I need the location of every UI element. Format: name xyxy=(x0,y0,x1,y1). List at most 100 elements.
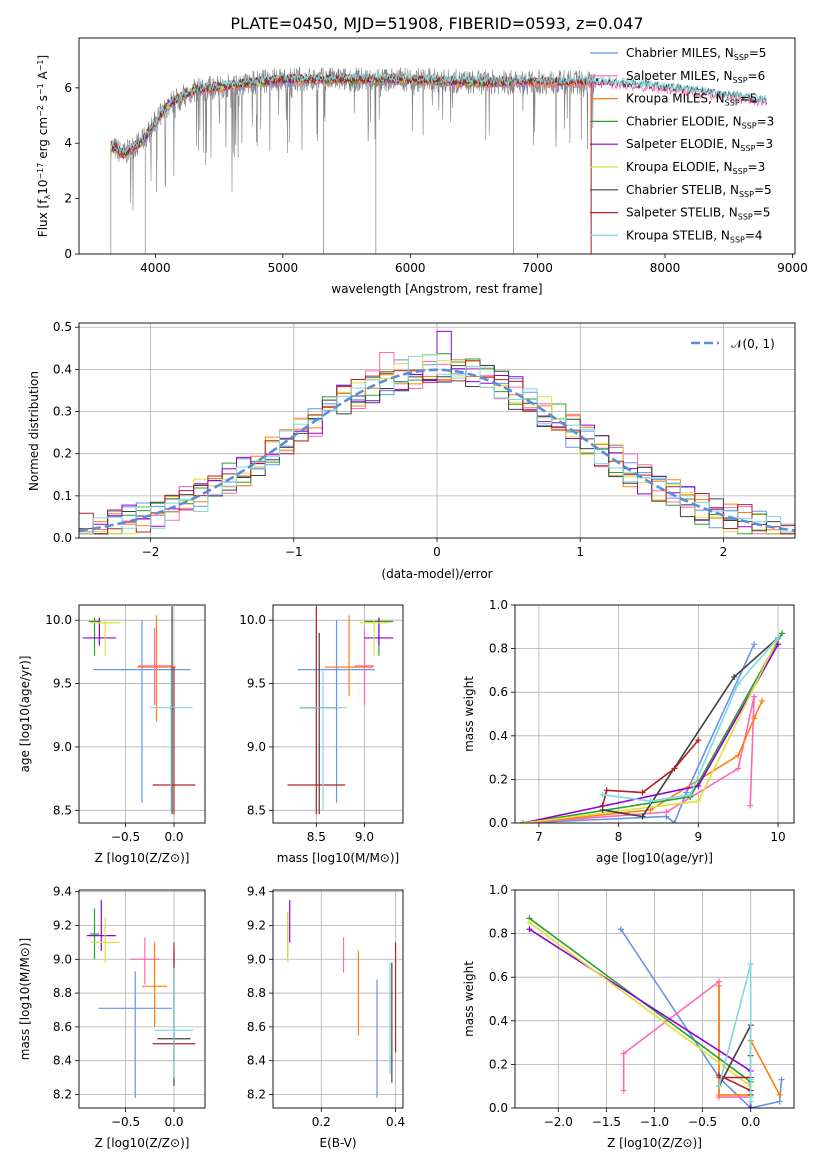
y-tick-label: 0.4 xyxy=(53,362,72,376)
series-marker-kroupa_stelib xyxy=(747,961,754,968)
y-tick-label: 0.2 xyxy=(53,447,72,461)
series-marker-kroupa_elodie xyxy=(526,919,533,926)
y-axis-label: mass [log10(M/M⊙)] xyxy=(18,938,32,1060)
panel-mass_weight_vs_Z: −2.0 −1.5 −1.0 −0.5 0.0 0.0 0.2 0.4 0.6 0.8 1.0 Z [… xyxy=(462,883,795,1150)
y-tick-label: 8.6 xyxy=(247,1020,266,1034)
axes-frame xyxy=(272,889,404,1109)
series-marker-kroupa_stelib xyxy=(715,1083,722,1090)
y-tick-label: 8.8 xyxy=(247,986,266,1000)
plot-area xyxy=(79,890,205,1108)
panel-age_vs_mass: 8.5 9.0 8.5 9.0 9.5 10.0 mass [log10(M/M⊙)] xyxy=(239,604,404,865)
y-tick-label: 8.5 xyxy=(53,803,72,817)
y-tick-label: 0.0 xyxy=(53,531,72,545)
x-tick-label: 0.0 xyxy=(164,830,183,844)
series-marker-salpeter_stelib xyxy=(599,802,606,809)
legend-entry: Kroupa ELODIE, NSSP=3 xyxy=(626,160,765,176)
series-marker-salpeter_miles xyxy=(663,809,670,816)
y-axis-label: age [log10(age/yr)] xyxy=(18,656,32,773)
x-axis-label: mass [log10(M/M⊙)] xyxy=(277,851,399,865)
plot-area xyxy=(515,605,794,823)
x-tick-label: −1 xyxy=(285,545,303,559)
panel-spectrum: 4000 5000 6000 7000 8000 9000 0 2 4 6 Chabrier MIL… xyxy=(36,37,808,296)
plot-area xyxy=(273,605,403,823)
y-tick-label: 9.4 xyxy=(247,885,266,899)
x-tick-label: 0 xyxy=(433,545,441,559)
y-tick-label: 9.4 xyxy=(53,885,72,899)
series-marker-salpeter_elodie xyxy=(747,1105,754,1108)
x-tick-label: 7 xyxy=(535,830,543,844)
series-marker-kroupa_stelib xyxy=(747,1076,754,1083)
axes-frame xyxy=(514,889,795,1109)
series-line-kroupa_elodie xyxy=(528,922,752,1098)
legend-entry: Chabrier MILES, NSSP=5 xyxy=(626,46,766,62)
plot-area xyxy=(273,890,403,1108)
gaussian-curve xyxy=(79,368,795,532)
panel-mass_vs_Z: −0.5 0.0 8.2 8.4 8.6 8.8 9.0 9.2 9.4 Z [log10(Z/Z… xyxy=(18,885,206,1150)
x-tick-label: 0.4 xyxy=(386,1115,405,1129)
histogram-kroupa_stelib xyxy=(79,354,795,535)
x-tick-label: 2 xyxy=(720,545,728,559)
x-axis-label: Z [log10(Z/Z⊙)] xyxy=(607,1136,702,1150)
y-tick-label: 1.0 xyxy=(489,598,508,612)
x-tick-label: −1.5 xyxy=(592,1115,621,1129)
series-marker-chabrier_miles xyxy=(617,926,624,933)
series-marker-salpeter_miles xyxy=(751,693,758,700)
x-tick-label: 8.5 xyxy=(307,830,326,844)
series-marker-salpeter_elodie xyxy=(695,782,702,789)
x-axis-label: (data-model)/error xyxy=(381,567,492,581)
y-tick-label: 0.6 xyxy=(489,970,508,984)
legend-entry: 𝒩(0, 1) xyxy=(731,337,775,351)
x-tick-label: −0.5 xyxy=(111,1115,140,1129)
legend-entry: Salpeter MILES, NSSP=6 xyxy=(626,69,765,85)
x-tick-label: 8 xyxy=(615,830,623,844)
model-line-kroupa_stelib xyxy=(110,71,768,155)
series-line-chabrier_miles xyxy=(620,928,783,1108)
y-tick-label: 0.6 xyxy=(489,685,508,699)
y-tick-label: 2 xyxy=(64,192,72,206)
y-tick-label: 0.2 xyxy=(489,772,508,786)
x-tick-label: 9000 xyxy=(777,261,808,275)
axes-frame xyxy=(272,604,404,824)
x-tick-label: 4000 xyxy=(140,261,171,275)
axes-frame xyxy=(78,889,206,1109)
y-tick-label: 9.5 xyxy=(53,677,72,691)
panel-age_vs_Z: −0.5 0.0 8.5 9.0 9.5 10.0 Z [log10(Z/Z⊙)] age [… xyxy=(18,604,206,865)
series-marker-kroupa_stelib xyxy=(735,680,742,687)
legend: Chabrier MILES, NSSP=5 Salpeter MILES, NS… xyxy=(590,46,774,244)
y-tick-label: 8.5 xyxy=(247,803,266,817)
y-tick-label: 9.5 xyxy=(247,677,266,691)
legend-entry: Chabrier STELIB, NSSP=5 xyxy=(626,183,772,199)
x-tick-label: −2 xyxy=(142,545,160,559)
y-tick-label: 9.0 xyxy=(53,952,72,966)
series-marker-kroupa_miles xyxy=(776,1091,783,1098)
y-tick-label: 9.2 xyxy=(53,918,72,932)
series-marker-kroupa_miles xyxy=(715,982,722,989)
plot-area xyxy=(79,605,205,823)
series-marker-salpeter_stelib xyxy=(639,789,646,796)
x-tick-label: 10 xyxy=(770,830,785,844)
y-tick-label: 0.2 xyxy=(489,1057,508,1071)
y-tick-label: 0.0 xyxy=(489,1101,508,1115)
y-tick-label: 1.0 xyxy=(489,883,508,897)
x-tick-label: 0.2 xyxy=(312,1115,331,1129)
y-tick-label: 9.0 xyxy=(247,952,266,966)
series-marker-kroupa_elodie xyxy=(695,798,702,805)
series-marker-salpeter_stelib xyxy=(671,765,678,772)
legend-entry: Kroupa STELIB, NSSP=4 xyxy=(626,228,763,244)
x-tick-label: 8000 xyxy=(650,261,681,275)
y-axis-label: mass weight xyxy=(462,961,476,1037)
y-axis-label: mass weight xyxy=(462,676,476,752)
series-line-salpeter_elodie xyxy=(528,928,752,1108)
axes-frame xyxy=(78,604,206,824)
x-tick-label: 7000 xyxy=(522,261,553,275)
series-marker-salpeter_miles xyxy=(735,765,742,772)
y-tick-label: 0.8 xyxy=(489,642,508,656)
x-tick-label: 0.0 xyxy=(741,1115,760,1129)
x-axis-label: wavelength [Angstrom, rest frame] xyxy=(331,282,542,296)
series-marker-salpeter_elodie xyxy=(775,641,782,648)
panel-mass_weight_vs_age: 7 8 9 10 0.0 0.2 0.4 0.6 0.8 1.0 age [log10(age/yr… xyxy=(462,598,795,865)
series-marker-chabrier_elodie xyxy=(779,630,786,637)
legend-entry: Chabrier ELODIE, NSSP=3 xyxy=(626,114,774,130)
y-tick-label: 0.0 xyxy=(489,816,508,830)
series-marker-chabrier_miles xyxy=(776,1098,783,1105)
